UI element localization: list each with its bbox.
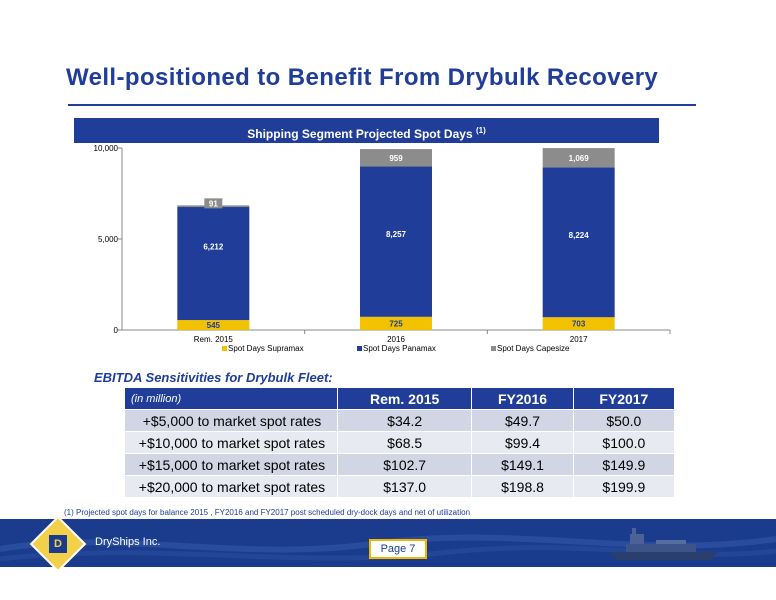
table-cell: $149.9 [573,453,676,476]
ebitda-sensitivity-table: (in million) Rem. 2015 FY2016 FY2017 +$5… [125,388,676,498]
table-row: +$15,000 to market spot rates $102.7 $14… [125,453,676,476]
y-tick-label: 0 [114,326,119,335]
column-header: Rem. 2015 [337,388,473,410]
legend-label: Spot Days Panamax [363,344,436,353]
x-tick-label: 2017 [570,335,588,344]
chart-footnote-marker: (1) [475,126,486,135]
table-cell: $49.7 [471,409,574,432]
table-cell: $199.9 [573,475,676,498]
table-cell: $102.7 [337,453,473,476]
chart-title: Shipping Segment Projected Spot Days [247,127,473,141]
page-number: Page 7 [369,539,427,559]
data-label: 8,224 [569,231,590,240]
legend-label: Spot Days Supramax [228,344,304,353]
table-header-row: (in million) Rem. 2015 FY2016 FY2017 [125,388,676,410]
data-label-bg [204,198,223,209]
bar-segment [177,320,250,330]
legend-label: Spot Days Capesize [497,344,570,353]
table-corner-label: (in million) [125,388,338,410]
column-header: FY2016 [471,388,574,410]
data-label: 703 [572,320,586,329]
bar-segment [360,166,432,317]
data-label: 725 [389,319,403,328]
table-cell: $149.1 [471,453,574,476]
table-cell: $34.2 [337,409,473,432]
bar-segment [542,167,615,318]
data-label: 8,257 [386,230,407,239]
table-cell: $137.0 [337,475,473,498]
y-tick-label: 5,000 [98,235,119,244]
data-label: 545 [207,321,221,330]
company-name: DryShips Inc. [95,536,161,548]
bar-segment [360,149,432,167]
table-row: +$20,000 to market spot rates $137.0 $19… [125,475,676,498]
table-row: +$5,000 to market spot rates $34.2 $49.7… [125,409,676,432]
table-row: +$10,000 to market spot rates $68.5 $99.… [125,431,676,454]
table-cell: $100.0 [573,431,676,454]
bar-segment [542,317,615,330]
legend-swatch [357,346,362,351]
row-label: +$5,000 to market spot rates [125,409,338,432]
footnote: (1) Projected spot days for balance 2015… [64,508,471,517]
table-cell: $68.5 [337,431,473,454]
sensitivity-heading: EBITDA Sensitivities for Drybulk Fleet: [94,370,333,385]
spot-days-chart: 0 5,000 10,000 Rem. 2015 545 6,212 91 2016 725 8,… [94,144,671,353]
y-tick-label: 10,000 [94,144,119,153]
bar-segment [177,207,250,321]
table-cell: $198.8 [471,475,574,498]
data-label: 6,212 [203,243,224,252]
row-label: +$15,000 to market spot rates [125,453,338,476]
chart-header: Shipping Segment Projected Spot Days (1) [74,118,659,143]
table-cell: $50.0 [573,409,676,432]
x-tick-label: 2016 [387,335,405,344]
slide-title: Well-positioned to Benefit From Drybulk … [66,64,659,91]
logo-letter: D [49,535,67,553]
bar-segment [542,148,615,168]
table-cell: $99.4 [471,431,574,454]
bar-segment [360,316,432,330]
column-header: FY2017 [573,388,676,410]
row-label: +$10,000 to market spot rates [125,431,338,454]
x-tick-label: Rem. 2015 [194,335,234,344]
ship-icon [610,528,718,560]
data-label: 959 [389,154,403,163]
data-label: 1,069 [569,154,590,163]
data-label: 91 [209,199,218,208]
legend-swatch [491,346,496,351]
legend-swatch [222,346,227,351]
row-label: +$20,000 to market spot rates [125,475,338,498]
title-divider [68,104,696,106]
